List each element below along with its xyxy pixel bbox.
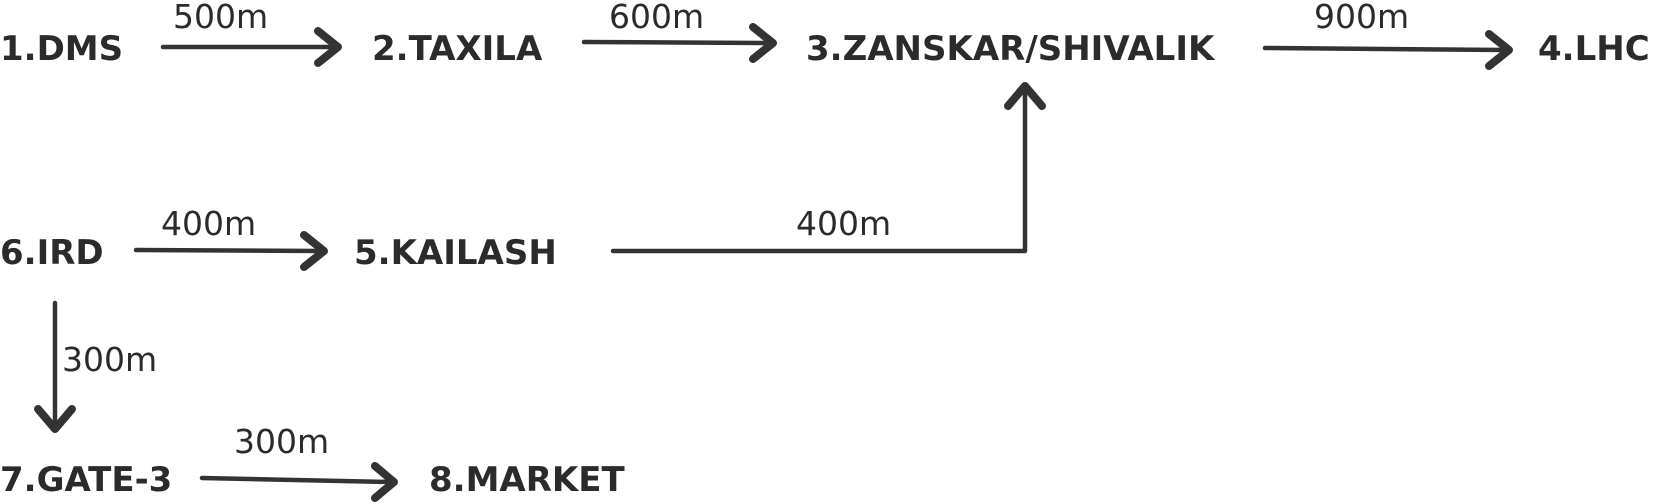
label-ird-kailash: 400m [161, 204, 257, 243]
edge-ird-to-gate3 [34, 300, 76, 433]
node-gate3: 7.GATE-3 [0, 460, 173, 500]
node-dms: 1.DMS [0, 29, 124, 69]
edge-taxila-to-zanskar [581, 23, 777, 63]
node-zanskar-shivalik: 3.ZANSKAR/SHIVALIK [806, 29, 1215, 69]
node-kailash: 5.KAILASH [354, 233, 557, 273]
edge-zanskar-to-lhc [1262, 30, 1513, 70]
node-ird: 6.IRD [0, 233, 104, 273]
node-market: 8.MARKET [429, 460, 625, 500]
node-lhc: 4.LHC [1538, 29, 1650, 69]
label-dms-taxila: 500m [173, 0, 269, 36]
edge-kailash-to-zanskar [610, 82, 1046, 254]
edge-dms-to-taxila [160, 27, 342, 67]
label-gate3-market: 300m [234, 422, 330, 461]
label-kailash-zanskar: 400m [796, 204, 892, 243]
label-zanskar-lhc: 900m [1314, 0, 1410, 36]
node-taxila: 2.TAXILA [372, 29, 543, 69]
label-ird-gate3: 300m [62, 340, 158, 379]
label-taxila-zanskar: 600m [609, 0, 705, 36]
edge-gate3-to-market [199, 462, 398, 502]
edge-ird-to-kailash [133, 231, 328, 271]
